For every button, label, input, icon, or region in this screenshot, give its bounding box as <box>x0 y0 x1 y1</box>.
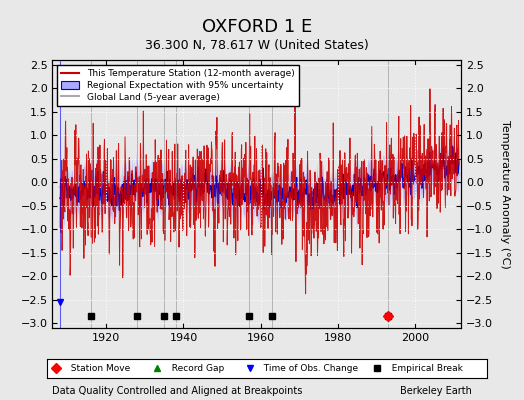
Y-axis label: Temperature Anomaly (°C): Temperature Anomaly (°C) <box>500 120 510 268</box>
Text: Data Quality Controlled and Aligned at Breakpoints: Data Quality Controlled and Aligned at B… <box>52 386 303 396</box>
Text: Berkeley Earth: Berkeley Earth <box>400 386 472 396</box>
Text: 36.300 N, 78.617 W (United States): 36.300 N, 78.617 W (United States) <box>145 39 369 52</box>
Text: Time of Obs. Change: Time of Obs. Change <box>258 364 358 373</box>
Text: Empirical Break: Empirical Break <box>386 364 463 373</box>
Legend: This Temperature Station (12-month average), Regional Expectation with 95% uncer: This Temperature Station (12-month avera… <box>57 64 299 106</box>
Text: Station Move: Station Move <box>65 364 130 373</box>
Text: OXFORD 1 E: OXFORD 1 E <box>202 18 312 36</box>
Text: Record Gap: Record Gap <box>166 364 224 373</box>
